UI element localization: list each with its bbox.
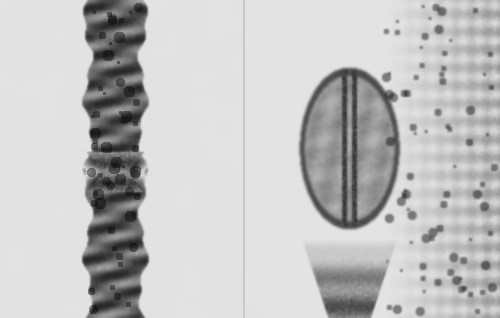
Text: 3: 3 [6,10,20,30]
Text: 4: 4 [251,10,266,30]
